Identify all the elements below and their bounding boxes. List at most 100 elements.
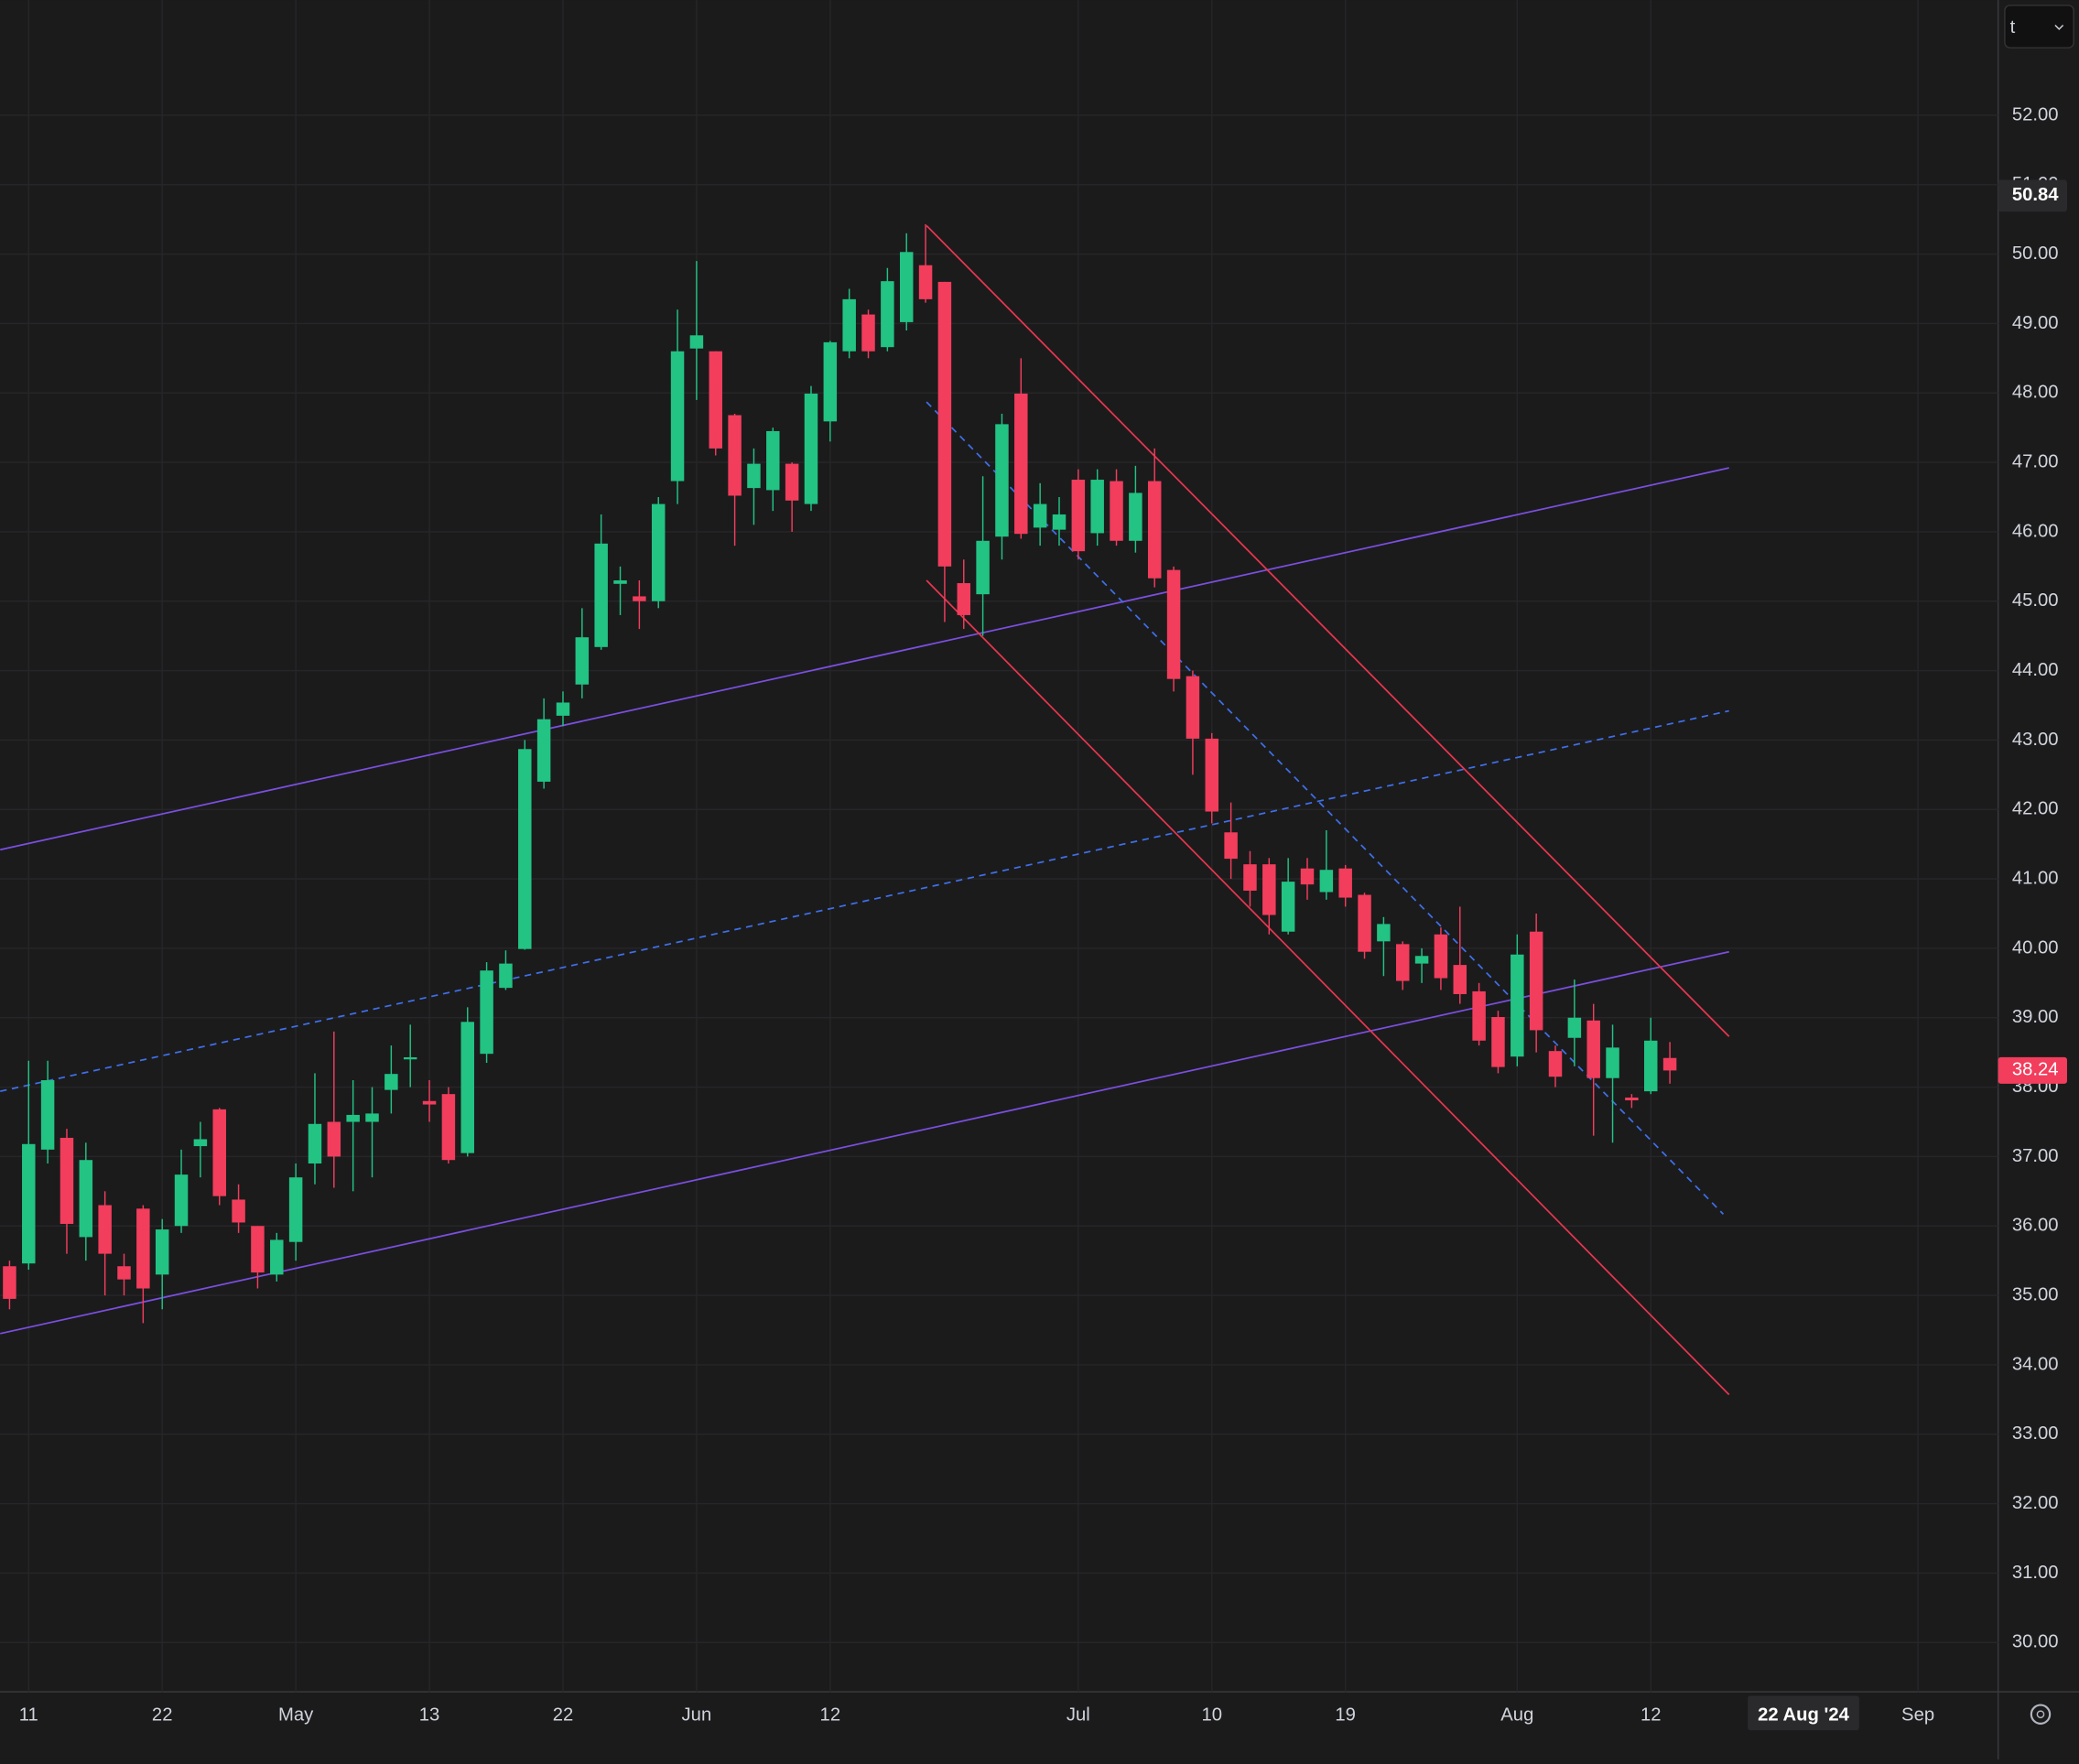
candle-body — [1147, 481, 1162, 579]
candle — [3, 1261, 16, 1310]
y-tick-label: 48.00 — [2012, 383, 2059, 403]
candle — [1662, 1042, 1677, 1084]
candle-body — [98, 1205, 112, 1254]
y-tick-label: 36.00 — [2012, 1216, 2059, 1236]
crosshair-price-box — [1998, 179, 2067, 212]
selector-box[interactable] — [2004, 5, 2074, 49]
candle-body — [556, 702, 570, 716]
candle — [1090, 469, 1104, 547]
candle — [1625, 1094, 1639, 1109]
gear-center[interactable] — [2036, 1710, 2045, 1719]
candle — [976, 476, 990, 636]
candle — [785, 462, 799, 532]
crosshair-price-label: 50.84 — [2012, 185, 2059, 205]
candle-body — [1071, 480, 1086, 552]
candle — [155, 1218, 169, 1310]
candle — [633, 580, 646, 630]
selector-label[interactable]: t — [2010, 17, 2016, 38]
candle — [1606, 1024, 1619, 1143]
candle-body — [594, 543, 608, 647]
y-tick-label: 50.00 — [2012, 243, 2059, 264]
candle — [1243, 850, 1257, 907]
candle — [22, 1060, 36, 1271]
symbol-selector[interactable]: t — [2004, 5, 2074, 49]
candle — [40, 1060, 55, 1164]
candle-body — [1243, 864, 1257, 891]
candle-body — [1643, 1040, 1658, 1092]
candle-body — [79, 1160, 93, 1238]
candle-body — [1395, 944, 1410, 981]
trend-line — [926, 401, 1725, 1215]
trend-line — [926, 224, 1730, 1037]
y-tick-label: 33.00 — [2012, 1423, 2059, 1444]
x-tick-label: May — [278, 1705, 314, 1726]
candle-body — [327, 1121, 341, 1157]
selector-chevron[interactable] — [2054, 25, 2064, 30]
trend-line — [0, 467, 1729, 851]
candle-body — [689, 335, 704, 349]
candle-body — [22, 1143, 36, 1264]
candle-body — [804, 394, 818, 504]
candle-body — [1014, 394, 1028, 535]
candle-body — [899, 252, 914, 322]
candle-body — [480, 970, 493, 1055]
trend-line — [0, 709, 1729, 1092]
candle-body — [136, 1208, 150, 1289]
y-tick-label: 40.00 — [2012, 937, 2059, 958]
candle-body — [270, 1239, 284, 1275]
candle — [1262, 858, 1276, 935]
candle — [842, 288, 856, 359]
candle — [804, 385, 818, 512]
candle — [575, 608, 590, 698]
candle — [1529, 914, 1543, 1053]
candle-body — [212, 1109, 226, 1196]
candle — [384, 1045, 398, 1114]
candle — [1166, 566, 1181, 692]
candle-body — [1414, 956, 1429, 964]
candle — [937, 281, 952, 622]
candle — [1414, 947, 1429, 983]
candle — [251, 1226, 265, 1289]
candle — [136, 1205, 150, 1324]
candle — [689, 261, 704, 400]
candle-body — [613, 580, 627, 584]
candle-body — [460, 1022, 474, 1153]
trend-line — [926, 579, 1730, 1396]
candle — [861, 309, 875, 359]
candle — [1472, 982, 1486, 1046]
candle — [1643, 1017, 1658, 1095]
y-tick-label: 47.00 — [2012, 451, 2059, 471]
candle-body — [728, 415, 742, 496]
candle-body — [1110, 481, 1123, 541]
y-tick-label: 39.00 — [2012, 1007, 2059, 1027]
x-tick-label: Sep — [1901, 1705, 1934, 1726]
grid-layer — [0, 0, 1998, 1693]
candle — [556, 691, 570, 727]
candle — [1033, 482, 1047, 547]
candle — [1377, 916, 1391, 977]
candle — [1110, 469, 1123, 547]
y-tick-label: 46.00 — [2012, 521, 2059, 541]
candle-body — [441, 1094, 456, 1161]
candle-body — [3, 1266, 16, 1299]
candle — [1281, 858, 1295, 935]
y-tick-label: 45.00 — [2012, 590, 2059, 611]
settings-button[interactable] — [2030, 1704, 2052, 1725]
candle-body — [1491, 1016, 1505, 1067]
candle — [995, 413, 1009, 560]
y-tick-label: 44.00 — [2012, 660, 2059, 680]
candle-body — [1453, 965, 1467, 994]
candle — [232, 1184, 245, 1233]
candle — [881, 267, 894, 352]
candle-body — [174, 1174, 189, 1227]
candle-body — [1224, 832, 1238, 860]
candle-body — [918, 265, 933, 299]
candle — [1511, 934, 1524, 1066]
candle — [766, 427, 780, 512]
gear-icon[interactable] — [2030, 1704, 2052, 1725]
candle — [1319, 830, 1334, 900]
candle — [613, 566, 627, 615]
candle — [1491, 1011, 1505, 1074]
